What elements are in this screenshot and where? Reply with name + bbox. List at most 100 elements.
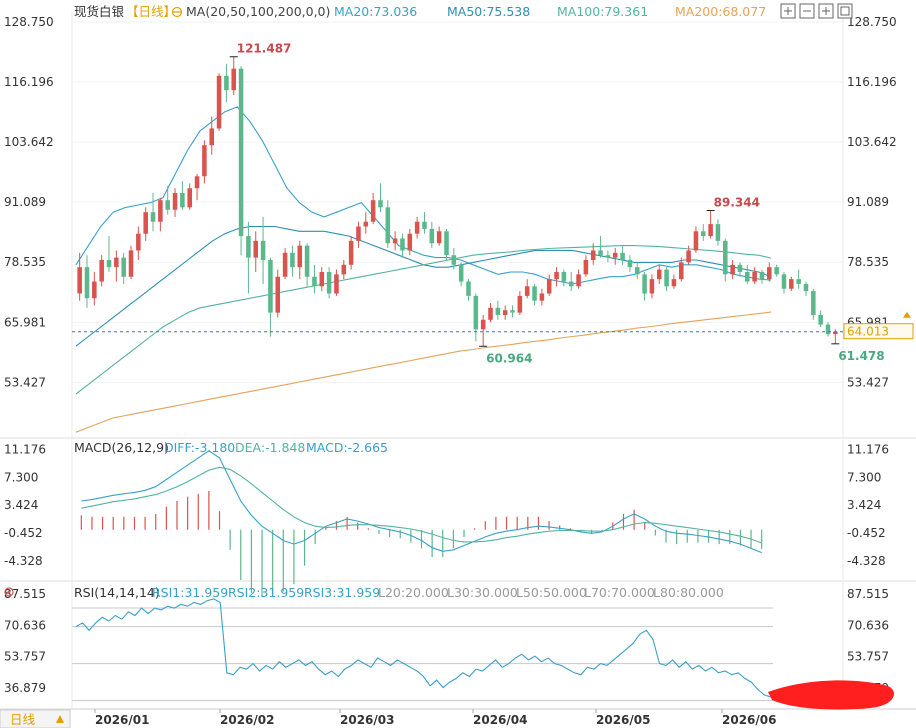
moving-average-lines — [75, 106, 772, 433]
candle — [634, 262, 640, 280]
candle-body — [246, 236, 251, 258]
candle — [825, 322, 831, 337]
candle-body — [524, 286, 530, 296]
macd-legend: MACD(26,12,9) DIFF:-3.180 DEA:-1.848 MAC… — [74, 440, 388, 455]
candle-body — [385, 207, 391, 244]
candle — [114, 250, 119, 282]
candlestick-series[interactable] — [77, 56, 838, 347]
candle-body — [253, 240, 259, 258]
candle — [99, 255, 104, 287]
candle-body — [326, 271, 332, 294]
macd-diff-line — [81, 450, 762, 554]
price-annotations: 121.487 60.964 89.344 61.478 — [229, 42, 885, 365]
period-switch-button[interactable]: 日线 — [10, 712, 36, 727]
ma200-line — [75, 311, 772, 433]
candle-body — [480, 319, 486, 330]
macd-tick-label: -0.452 — [847, 526, 886, 540]
caret-up-icon[interactable] — [56, 715, 64, 723]
annotation-label: 89.344 — [714, 196, 760, 210]
instrument-name: 现货白银 — [74, 4, 125, 19]
eye-icon[interactable] — [171, 6, 183, 18]
candle-body — [209, 128, 215, 146]
candle-body — [275, 276, 281, 313]
x-axis: 2026/01 2026/02 2026/03 2026/04 2026/05 2026/… — [70, 708, 916, 727]
candle — [818, 310, 823, 327]
expand-icon[interactable] — [837, 3, 853, 19]
price-tick-label: 78.535 — [4, 255, 46, 269]
candle — [246, 221, 251, 294]
candle — [165, 185, 170, 215]
candle — [517, 291, 523, 316]
candle — [451, 248, 457, 270]
rsi-tick-label: 87.515 — [847, 587, 889, 601]
rsi-l20-value: L20:20.000 — [378, 585, 449, 600]
price-tick-label: 103.642 — [847, 135, 897, 149]
candle-body — [458, 264, 464, 282]
candle-body — [392, 238, 398, 244]
price-tick-label: 116.196 — [4, 75, 54, 89]
candle-body — [532, 286, 537, 301]
candle — [715, 219, 721, 246]
candle-body — [539, 293, 545, 301]
candle-body — [767, 267, 772, 280]
zoom-in-icon[interactable] — [818, 3, 834, 19]
candle — [671, 274, 677, 289]
price-tick-label: 53.427 — [4, 375, 46, 389]
candle-body — [370, 200, 376, 222]
candle-body — [774, 267, 779, 275]
candle — [363, 212, 369, 234]
candle-body — [231, 68, 237, 91]
candle — [466, 279, 471, 301]
candle — [811, 288, 816, 320]
candle — [231, 56, 237, 95]
candle-body — [730, 264, 735, 275]
candle-body — [620, 252, 625, 260]
candle-body — [590, 250, 596, 260]
annotation-label: 60.964 — [486, 351, 532, 365]
candle-body — [723, 240, 728, 275]
candle-body — [282, 252, 288, 277]
price-tick-label: 91.089 — [4, 195, 46, 209]
candle — [480, 315, 486, 347]
annotation-label: 61.478 — [838, 349, 884, 363]
candle — [370, 193, 376, 225]
ma-config-label: MA(20,50,100,200,0,0) — [186, 4, 330, 19]
panel-frames — [0, 12, 916, 710]
macd-dea-value: DEA:-1.848 — [235, 440, 305, 455]
candle — [590, 243, 596, 265]
candle-body — [649, 279, 655, 294]
candle — [546, 274, 552, 296]
rsi-tick-label: 70.636 — [847, 618, 889, 632]
ma20-value: MA20:73.036 — [334, 4, 417, 19]
candle — [297, 240, 303, 280]
candle — [400, 233, 405, 258]
price-tick-label: 128.750 — [847, 15, 897, 29]
crosshair-icon[interactable] — [780, 3, 796, 19]
candle — [341, 259, 347, 280]
x-tick-label: 2026/05 — [596, 713, 650, 727]
candle-body — [136, 233, 141, 251]
price-tick-label: 91.089 — [847, 195, 889, 209]
candle-body — [180, 193, 185, 208]
x-tick-label: 2026/04 — [473, 713, 527, 727]
settings-icon[interactable] — [4, 587, 14, 597]
price-tick-label: 53.427 — [847, 375, 889, 389]
candle-body — [422, 221, 427, 229]
candle — [781, 271, 787, 294]
candle — [334, 269, 339, 296]
candle — [172, 188, 178, 217]
candle — [275, 269, 281, 318]
candle — [488, 303, 493, 323]
candle-body — [495, 307, 501, 316]
candle — [524, 279, 530, 299]
rsi-l80-value: L80:80.000 — [653, 585, 724, 600]
candle — [290, 245, 295, 277]
candle — [723, 238, 728, 282]
candle-body — [656, 269, 662, 280]
zoom-out-icon[interactable] — [799, 3, 815, 19]
period-label: 日线 — [139, 4, 165, 19]
x-tick-label: 2026/03 — [340, 713, 394, 727]
candle — [77, 252, 82, 301]
candle — [187, 183, 192, 210]
